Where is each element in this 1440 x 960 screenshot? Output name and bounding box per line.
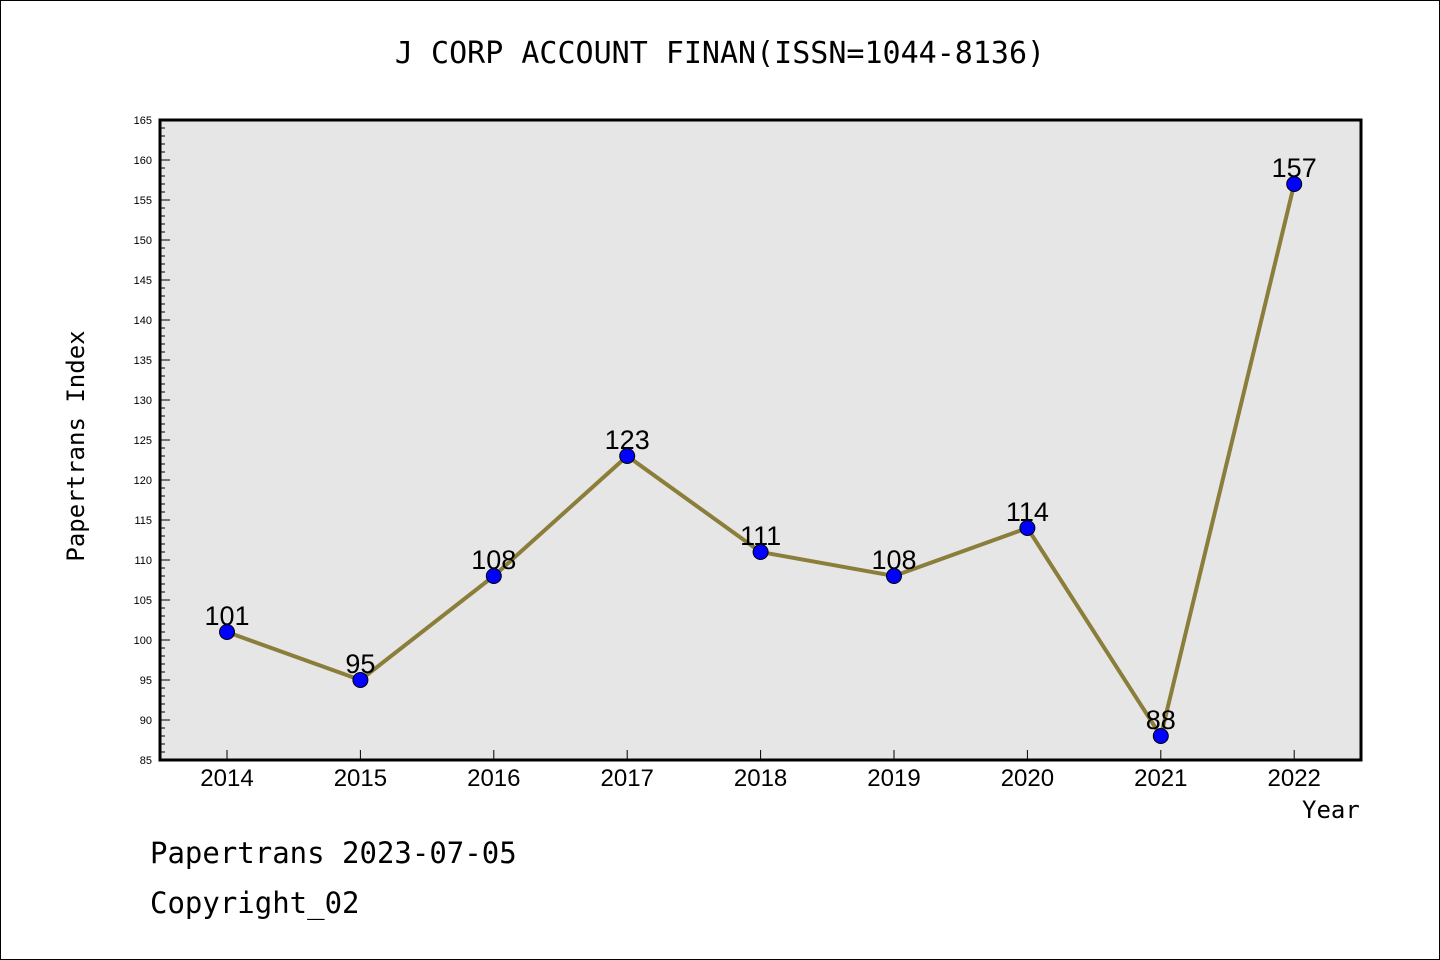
y-tick-label: 125 <box>134 435 152 447</box>
y-tick-label: 110 <box>134 555 152 567</box>
x-tick-label: 2016 <box>467 765 520 792</box>
data-point <box>619 448 636 464</box>
x-tick-label: 2017 <box>601 765 654 792</box>
y-tick-label: 135 <box>134 355 152 367</box>
data-label: 108 <box>871 545 916 575</box>
data-label: 114 <box>1006 497 1049 527</box>
data-label: 101 <box>204 601 249 631</box>
data-point <box>1286 176 1303 192</box>
footer-date: Papertrans 2023-07-05 <box>150 836 517 870</box>
x-axis-label: Year <box>1302 796 1360 824</box>
data-label: 157 <box>1272 153 1317 183</box>
x-tick-label: 2015 <box>334 765 387 792</box>
data-label: 111 <box>740 521 781 551</box>
y-tick-label: 85 <box>140 755 152 767</box>
y-tick-label: 165 <box>134 115 152 127</box>
x-tick-label: 2018 <box>734 765 787 792</box>
y-tick-label: 100 <box>134 635 152 647</box>
data-label: 88 <box>1146 705 1176 735</box>
data-point <box>1019 520 1036 536</box>
data-label: 108 <box>471 545 516 575</box>
data-point <box>219 624 235 640</box>
y-tick-label: 95 <box>140 675 152 687</box>
y-tick-label: 105 <box>134 595 152 607</box>
data-point <box>352 672 369 688</box>
y-tick-label: 90 <box>140 715 152 727</box>
y-tick-label: 145 <box>134 275 152 287</box>
y-tick-label: 160 <box>134 155 152 167</box>
plot-area <box>158 118 1363 762</box>
y-tick-label: 150 <box>134 235 152 247</box>
x-tick-label: 2021 <box>1134 765 1187 792</box>
data-point <box>752 544 769 560</box>
y-tick-label: 115 <box>134 515 152 527</box>
data-point <box>1152 728 1169 744</box>
footer-copyright: Copyright_02 <box>150 886 360 920</box>
x-tick-label: 2022 <box>1268 765 1321 792</box>
y-tick-label: 155 <box>134 195 152 207</box>
x-tick-label: 2020 <box>1001 765 1054 792</box>
data-point <box>485 568 502 584</box>
x-tick-label: 2014 <box>200 765 253 792</box>
data-label: 123 <box>605 425 650 455</box>
data-point <box>886 568 902 584</box>
y-tick-label: 140 <box>134 315 152 327</box>
y-tick-label: 120 <box>134 475 152 487</box>
x-tick-label: 2019 <box>867 765 920 792</box>
chart-title: J CORP ACCOUNT FINAN(ISSN=1044-8136) <box>394 36 1046 71</box>
y-tick-label: 130 <box>134 395 152 407</box>
data-label: 95 <box>345 649 375 679</box>
